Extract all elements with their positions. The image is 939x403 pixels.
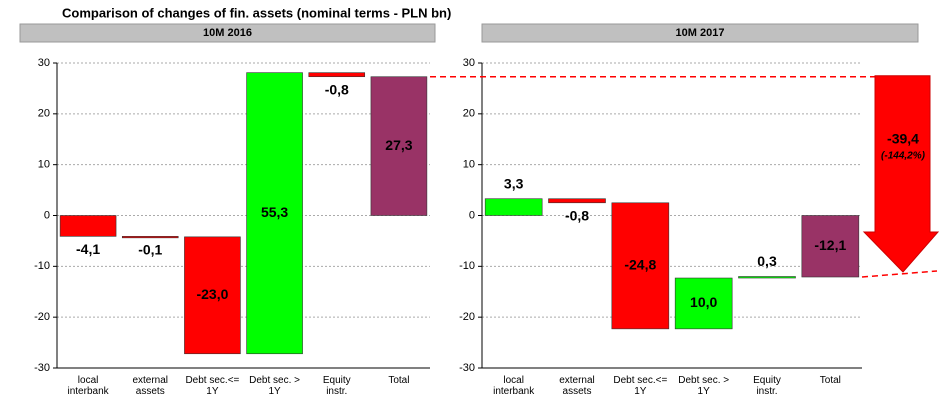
value-label: -0,1 <box>138 242 162 258</box>
y-tick-label: -30 <box>34 362 50 374</box>
value-label: -0,8 <box>325 81 349 97</box>
bar <box>738 276 796 279</box>
y-tick-label: -20 <box>459 311 475 323</box>
y-tick-label: -30 <box>459 362 475 374</box>
bar <box>121 236 179 239</box>
y-tick-label: 20 <box>38 108 50 120</box>
y-tick-label: 0 <box>469 209 475 221</box>
y-tick-label: 30 <box>38 57 50 69</box>
change-arrow <box>862 75 939 273</box>
value-label: -0,8 <box>565 207 589 223</box>
bar <box>611 202 670 330</box>
bar <box>308 72 366 78</box>
panel-title: 10M 2017 <box>676 27 725 39</box>
panel-header <box>19 23 436 43</box>
bar <box>801 215 860 278</box>
y-tick-label: -20 <box>34 311 50 323</box>
y-tick-label: 20 <box>463 108 475 120</box>
annotation: (-144,2%) <box>881 151 926 162</box>
value-label: -24,8 <box>624 257 656 273</box>
value-label: 27,3 <box>385 137 412 153</box>
panel-title: 10M 2016 <box>203 27 252 39</box>
x-tick-label: Equity instr. <box>753 375 781 397</box>
bar <box>246 72 303 355</box>
bar <box>548 198 606 204</box>
page-title: Comparison of changes of fin. assets (no… <box>62 5 451 20</box>
connector-line <box>861 270 938 278</box>
y-tick-label: 10 <box>38 159 50 171</box>
y-tick-label: 10 <box>463 159 475 171</box>
x-tick-label: Debt sec.<= 1Y <box>613 375 667 397</box>
bar <box>184 236 241 355</box>
value-label: -4,1 <box>76 241 100 257</box>
bar <box>674 277 733 330</box>
x-tick-label: local interbank <box>493 375 535 397</box>
annotation: -39,4 <box>887 131 919 147</box>
value-label: -23,0 <box>196 286 228 302</box>
value-label: 10,0 <box>690 294 717 310</box>
value-label: 3,3 <box>504 175 524 191</box>
x-tick-label: Debt sec.<= 1Y <box>185 375 239 397</box>
y-tick-label: -10 <box>459 260 475 272</box>
bar <box>484 198 543 216</box>
x-tick-label: Total <box>820 375 841 386</box>
value-label: 0,3 <box>757 253 777 269</box>
bar <box>59 215 117 237</box>
x-tick-label: external assets <box>132 375 168 397</box>
x-tick-label: Debt sec. >1Y <box>249 375 300 397</box>
panel-header <box>481 23 919 43</box>
y-tick-label: 30 <box>463 57 475 69</box>
value-label: -12,1 <box>814 237 846 253</box>
x-tick-label: external assets <box>559 375 595 397</box>
y-tick-label: -10 <box>34 260 50 272</box>
x-tick-label: local interbank <box>68 375 110 397</box>
x-tick-label: Debt sec. >1Y <box>678 375 729 397</box>
x-tick-label: Total <box>388 375 409 386</box>
value-label: 55,3 <box>261 204 288 220</box>
y-tick-label: 0 <box>44 209 50 221</box>
bar <box>370 76 428 216</box>
x-tick-label: Equity instr. <box>323 375 351 397</box>
